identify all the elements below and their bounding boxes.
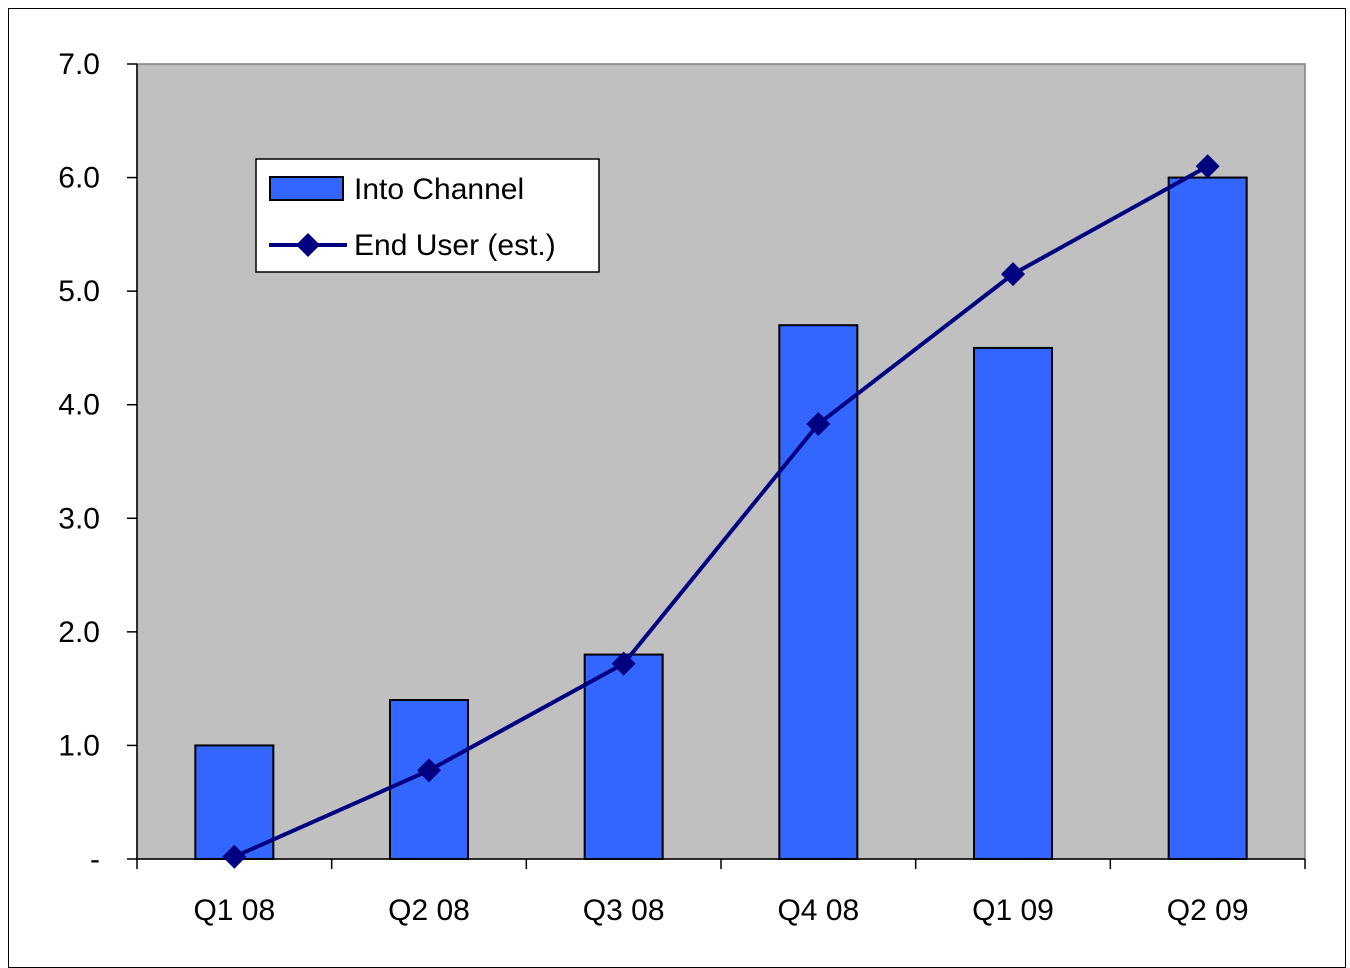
legend-label-into-channel: Into Channel xyxy=(354,173,524,206)
y-tick-label: - xyxy=(90,843,100,876)
x-category-label: Q1 09 xyxy=(972,894,1054,927)
bar-into-channel xyxy=(583,653,664,860)
y-tick-label: 7.0 xyxy=(58,48,100,81)
bar-into-channel xyxy=(1167,176,1248,861)
x-category-label: Q3 08 xyxy=(583,894,665,927)
legend-label-end-user: End User (est.) xyxy=(354,229,556,262)
legend-marker-end-user xyxy=(296,233,320,257)
marker-end-user xyxy=(1001,262,1025,287)
marker-end-user xyxy=(611,651,636,676)
marker-end-user xyxy=(806,412,831,437)
y-ticks: - 1.0 2.0 3.0 4.0 5.0 6.0 7.0 xyxy=(58,48,137,876)
y-tick-label: 5.0 xyxy=(58,275,100,308)
bar-into-channel xyxy=(194,744,275,861)
x-category-label: Q2 08 xyxy=(388,894,470,927)
bar-into-channel xyxy=(973,346,1053,860)
line-end-user xyxy=(233,164,1209,859)
y-tick-label: 6.0 xyxy=(58,162,100,195)
x-ticks: Q1 08 Q2 08 Q3 08 Q4 08 Q1 09 Q2 09 xyxy=(136,859,1306,927)
marker-end-user xyxy=(222,844,247,869)
x-category-label: Q2 09 xyxy=(1167,894,1249,927)
x-category-label: Q1 08 xyxy=(193,894,275,927)
y-tick-label: 2.0 xyxy=(58,616,100,649)
legend: Into Channel End User (est.) xyxy=(255,158,600,273)
y-tick-label: 3.0 xyxy=(58,502,100,535)
marker-end-user xyxy=(417,758,441,783)
y-tick-label: 4.0 xyxy=(58,389,100,422)
marker-end-user xyxy=(1195,154,1220,179)
y-tick-label: 1.0 xyxy=(58,729,100,762)
line-series xyxy=(222,154,1220,869)
legend-swatch-into-channel xyxy=(269,176,344,201)
x-category-label: Q4 08 xyxy=(777,894,859,927)
